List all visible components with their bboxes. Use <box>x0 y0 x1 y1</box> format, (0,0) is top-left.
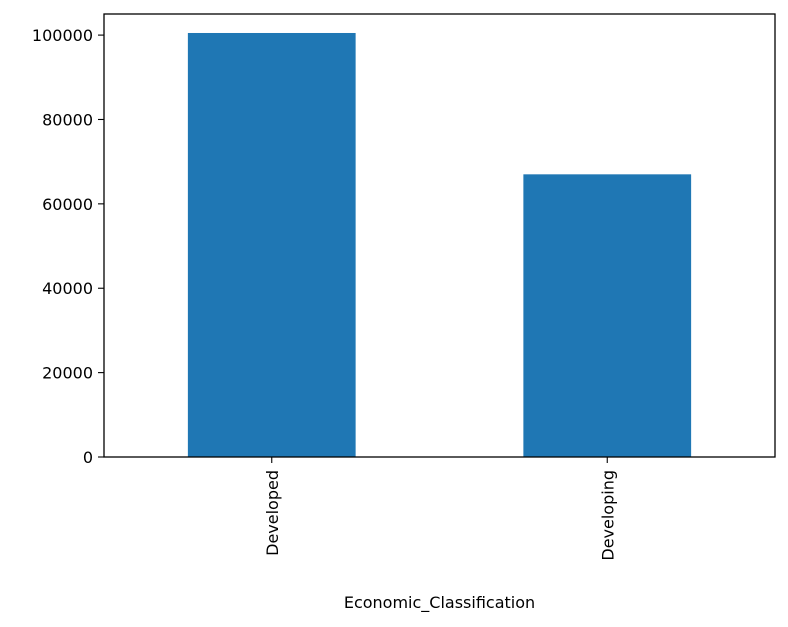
bar-developed <box>187 32 356 457</box>
y-tick-label: 60000 <box>42 195 93 214</box>
y-tick-label: 80000 <box>42 110 93 129</box>
y-tick-label: 100000 <box>32 26 93 45</box>
x-axis-ticks: Developed Developing <box>263 457 617 561</box>
y-tick-label: 0 <box>83 448 93 467</box>
plot-frame <box>103 13 776 458</box>
y-axis-ticks: 0 20000 40000 60000 80000 100000 <box>32 26 104 467</box>
bars-group <box>187 32 692 458</box>
x-tick-label: Developed <box>263 470 282 556</box>
x-tick-label: Developing <box>598 470 617 561</box>
y-tick-label: 20000 <box>42 364 93 383</box>
y-tick-label: 40000 <box>42 279 93 298</box>
bar-developing <box>523 174 692 458</box>
x-axis-label: Economic_Classification <box>344 593 535 613</box>
